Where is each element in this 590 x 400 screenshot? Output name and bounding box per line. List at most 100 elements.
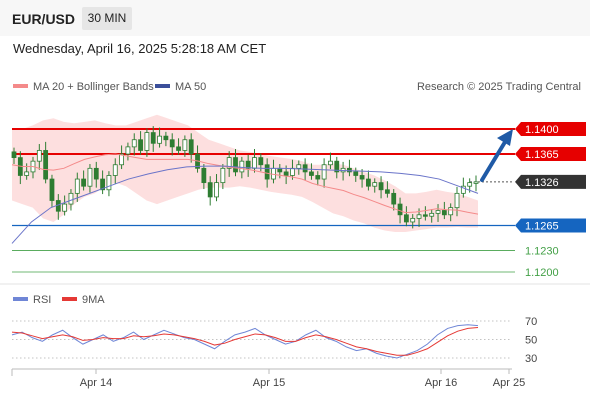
candle-body <box>43 150 49 180</box>
rsi-level-label-50: 50 <box>525 335 537 347</box>
rsi-level-label-70: 70 <box>525 316 537 328</box>
candle-body <box>378 182 384 191</box>
level-label-1.1326: 1.1326 <box>525 177 559 189</box>
x-tick-label: Apr 14 <box>80 377 112 389</box>
candle-body <box>81 178 87 187</box>
candle-body <box>277 167 283 173</box>
forecast-arrow-head <box>497 129 513 146</box>
candle-body <box>93 167 99 180</box>
credit-label: Research © 2025 Trading Central <box>417 81 581 93</box>
rsi-panel: 70 50 30 <box>11 316 537 365</box>
candle-body <box>62 203 68 212</box>
candle-body <box>334 160 340 173</box>
level-label-1.1265: 1.1265 <box>525 221 559 233</box>
candle-body <box>239 160 245 173</box>
candle-body <box>448 207 454 216</box>
moving-averages <box>11 153 479 244</box>
rsi-ma-legend-label: 9MA <box>82 294 105 306</box>
candle-body <box>245 160 251 169</box>
x-tick-label: Apr 16 <box>425 377 457 389</box>
candle-body <box>252 157 257 169</box>
candle-body <box>353 171 359 176</box>
ma20-line <box>11 153 479 215</box>
candle-body <box>264 164 270 180</box>
ma50-legend-swatch <box>155 84 170 88</box>
ma50-line <box>11 165 479 244</box>
candle-body <box>403 214 409 223</box>
level-label-1.1200: 1.1200 <box>525 267 559 279</box>
symbol-label: EUR/USD <box>12 11 76 27</box>
candle-body <box>258 157 264 166</box>
rsi-ma-legend-swatch <box>62 297 77 301</box>
candle-body <box>473 181 479 184</box>
ma20-legend-swatch <box>13 84 28 88</box>
timeframe-button[interactable]: 30 MIN <box>82 7 132 30</box>
candle-body <box>87 167 93 187</box>
price-level-labels: 1.1400 1.1365 1.1326 1.1265 1.1230 1.1200 <box>515 122 586 279</box>
rsi-legend-label: RSI <box>33 294 51 306</box>
level-label-1.1400: 1.1400 <box>525 124 559 136</box>
candle-body <box>131 139 137 148</box>
candle-body <box>125 146 131 155</box>
level-label-1.1230: 1.1230 <box>525 246 559 258</box>
price-levels <box>12 128 515 273</box>
x-tick-label: Apr 25 <box>493 377 525 389</box>
candle-body <box>233 157 238 173</box>
candle-body <box>176 146 181 151</box>
candle-body <box>36 150 42 162</box>
candle-body <box>188 139 194 155</box>
candle-body <box>296 164 302 169</box>
candle-body <box>460 185 466 194</box>
candle-body <box>112 164 118 176</box>
candle-body <box>410 217 416 223</box>
candle-body <box>207 182 213 198</box>
candle-body <box>302 164 308 173</box>
candle-body <box>397 203 403 216</box>
candle-body <box>315 175 321 180</box>
ma20-legend-label: MA 20 + Bollinger Bands <box>33 81 154 93</box>
candle-body <box>321 164 327 180</box>
level-tag-1.1326 <box>515 174 586 189</box>
candle-body <box>384 189 390 194</box>
level-tag-1.1365 <box>515 147 586 162</box>
candle-body <box>309 171 314 176</box>
candle-body <box>391 192 397 205</box>
x-axis: Apr 14 Apr 15 Apr 16 Apr 25 <box>80 369 525 389</box>
x-tick-label: Apr 15 <box>253 377 285 389</box>
candle-body <box>347 167 352 173</box>
top-bar: EUR/USD 30 MIN <box>0 0 590 36</box>
candle-body <box>226 157 232 169</box>
bollinger-band-fill <box>12 114 478 232</box>
candle-body <box>74 178 80 194</box>
rsi-level-label-30: 30 <box>525 353 537 365</box>
candle-body <box>422 214 428 217</box>
candle-body <box>182 139 188 151</box>
candle-body <box>441 210 447 216</box>
candle-body <box>416 214 422 219</box>
candle-body <box>328 160 333 166</box>
candle-body <box>150 132 156 144</box>
candle-body <box>359 175 365 180</box>
ma50-legend-label: MA 50 <box>175 81 206 93</box>
candle-body <box>49 178 55 201</box>
candle-body <box>283 171 289 176</box>
candle-body <box>68 192 74 205</box>
candle-body <box>290 167 295 176</box>
forecast-arrow <box>480 129 513 182</box>
rsi-line <box>11 324 479 359</box>
candle-body <box>435 210 441 214</box>
chart-datetime: Wednesday, April 16, 2025 5:28:18 AM CET <box>13 41 267 56</box>
candle-body <box>372 182 378 187</box>
candle-body <box>214 182 219 198</box>
candle-body <box>366 178 371 187</box>
level-tag-1.1265 <box>515 218 586 233</box>
candle-body <box>467 182 473 187</box>
candles <box>11 126 479 229</box>
candle-body <box>220 167 226 184</box>
candle-body <box>169 139 175 148</box>
candle-body <box>11 151 17 159</box>
rsi-ma-line <box>11 326 479 356</box>
candle-body <box>157 135 162 144</box>
candle-body <box>119 153 124 166</box>
